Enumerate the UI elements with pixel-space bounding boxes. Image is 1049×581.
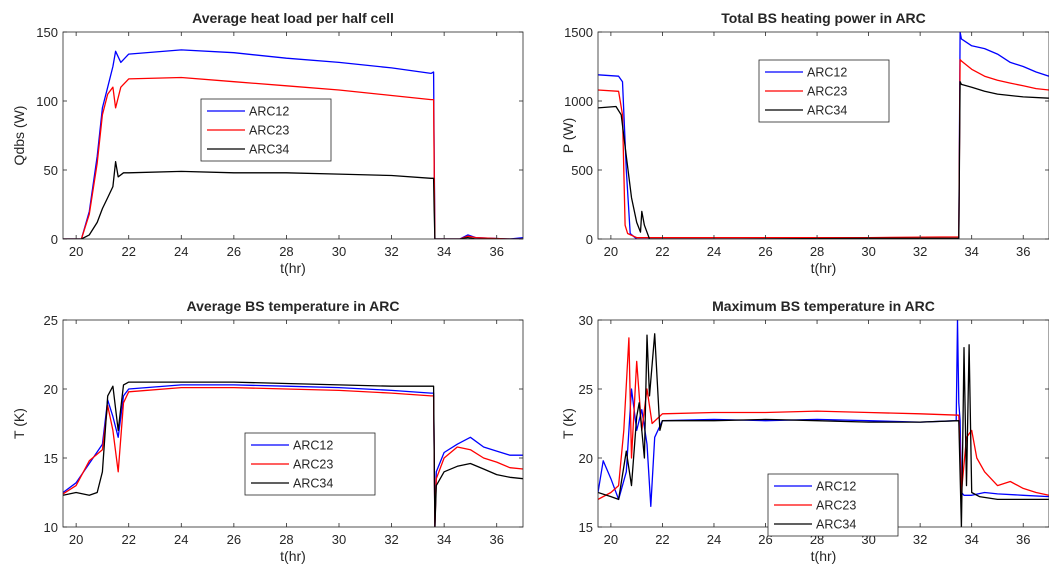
legend-label-arc34: ARC34 <box>807 104 847 118</box>
x-tick-label: 24 <box>174 244 188 259</box>
y-tick-label: 100 <box>36 94 58 109</box>
plot-area <box>63 320 523 527</box>
y-tick-label: 25 <box>579 382 593 397</box>
x-tick-label: 36 <box>1016 532 1030 547</box>
x-tick-label: 36 <box>1016 244 1030 259</box>
y-tick-label: 50 <box>44 163 58 178</box>
y-axis-label: T (K) <box>560 408 576 439</box>
y-tick-label: 15 <box>579 520 593 535</box>
axes-frame <box>62 31 524 240</box>
series-line-arc34 <box>598 81 1049 239</box>
x-tick-label: 20 <box>604 244 618 259</box>
legend-label-arc12: ARC12 <box>816 480 856 494</box>
y-axis-label: Qdbs (W) <box>11 106 27 166</box>
x-tick-label: 32 <box>913 244 927 259</box>
x-tick-label: 20 <box>604 532 618 547</box>
x-axis-label: t(hr) <box>280 260 306 276</box>
y-tick-label: 1000 <box>564 94 593 109</box>
x-tick-label: 30 <box>332 532 346 547</box>
axes-frame <box>597 31 1049 240</box>
x-tick-label: 30 <box>332 244 346 259</box>
legend-label-arc34: ARC34 <box>249 143 289 157</box>
x-tick-label: 22 <box>121 532 135 547</box>
legend: ARC12 ARC23 ARC34 <box>767 473 899 537</box>
legend: ARC12 ARC23 ARC34 <box>244 432 376 496</box>
legend-label-arc12: ARC12 <box>807 66 847 80</box>
legend-label-arc23: ARC23 <box>807 85 847 99</box>
x-tick-label: 36 <box>489 532 503 547</box>
chart-panel-2: 20 22 24 26 28 30 32 34 36 0 500 1000 1500 Total BS h… <box>560 10 1049 276</box>
y-tick-label: 20 <box>579 451 593 466</box>
x-tick-label: 32 <box>913 532 927 547</box>
series-line-arc23 <box>63 386 523 527</box>
y-tick-label: 10 <box>44 520 58 535</box>
legend-label-arc23: ARC23 <box>249 124 289 138</box>
x-tick-label: 28 <box>279 532 293 547</box>
y-tick-label: 20 <box>44 382 58 397</box>
x-tick-label: 22 <box>655 532 669 547</box>
chart-title: Average heat load per half cell <box>192 10 394 26</box>
x-axis-label: t(hr) <box>811 260 837 276</box>
legend-label-arc12: ARC12 <box>293 439 333 453</box>
x-tick-label: 36 <box>489 244 503 259</box>
y-tick-label: 25 <box>44 313 58 328</box>
legend: ARC12 ARC23 ARC34 <box>758 59 890 123</box>
chart-title: Average BS temperature in ARC <box>187 298 400 314</box>
x-tick-label: 34 <box>964 244 978 259</box>
chart-panel-3: 20 22 24 26 28 30 32 34 36 10 15 20 25 Average BS tem… <box>11 298 524 564</box>
x-tick-label: 34 <box>437 532 451 547</box>
chart-panel-1: 20 22 24 26 28 30 32 34 36 0 50 100 150 Average heat … <box>11 10 524 276</box>
chart-title: Total BS heating power in ARC <box>721 10 926 26</box>
legend-label-arc23: ARC23 <box>293 458 333 472</box>
series-line-arc23 <box>63 76 523 239</box>
axes-frame <box>62 319 524 528</box>
x-tick-label: 34 <box>964 532 978 547</box>
y-tick-label: 1500 <box>564 25 593 40</box>
x-tick-label: 24 <box>707 532 721 547</box>
y-axis-label: T (K) <box>11 408 27 439</box>
series-line-arc23 <box>598 337 1049 500</box>
y-tick-label: 0 <box>586 232 593 247</box>
x-tick-label: 20 <box>69 532 83 547</box>
x-tick-label: 26 <box>227 532 241 547</box>
x-tick-label: 22 <box>121 244 135 259</box>
y-tick-label: 500 <box>571 163 593 178</box>
x-tick-label: 32 <box>384 244 398 259</box>
x-tick-label: 28 <box>810 244 824 259</box>
x-axis-label: t(hr) <box>811 548 837 564</box>
x-tick-label: 30 <box>861 244 875 259</box>
x-tick-label: 24 <box>174 532 188 547</box>
y-axis-label: P (W) <box>560 118 576 154</box>
legend-label-arc34: ARC34 <box>816 518 856 532</box>
series-line-arc12 <box>63 49 523 239</box>
legend-label-arc23: ARC23 <box>816 499 856 513</box>
series-line-arc34 <box>598 333 1049 527</box>
x-tick-label: 22 <box>655 244 669 259</box>
legend: ARC12 ARC23 ARC34 <box>200 98 332 162</box>
y-tick-label: 0 <box>51 232 58 247</box>
y-tick-label: 150 <box>36 25 58 40</box>
chart-title: Maximum BS temperature in ARC <box>712 298 935 314</box>
series-line-arc34 <box>63 161 523 239</box>
y-tick-label: 15 <box>44 451 58 466</box>
x-tick-label: 20 <box>69 244 83 259</box>
x-tick-label: 28 <box>279 244 293 259</box>
legend-label-arc34: ARC34 <box>293 477 333 491</box>
x-tick-label: 26 <box>227 244 241 259</box>
x-tick-label: 24 <box>707 244 721 259</box>
legend-label-arc12: ARC12 <box>249 105 289 119</box>
x-tick-label: 26 <box>758 244 772 259</box>
series-line-arc34 <box>63 381 523 527</box>
x-axis-label: t(hr) <box>280 548 306 564</box>
x-tick-label: 32 <box>384 532 398 547</box>
x-tick-label: 34 <box>437 244 451 259</box>
y-tick-label: 30 <box>579 313 593 328</box>
